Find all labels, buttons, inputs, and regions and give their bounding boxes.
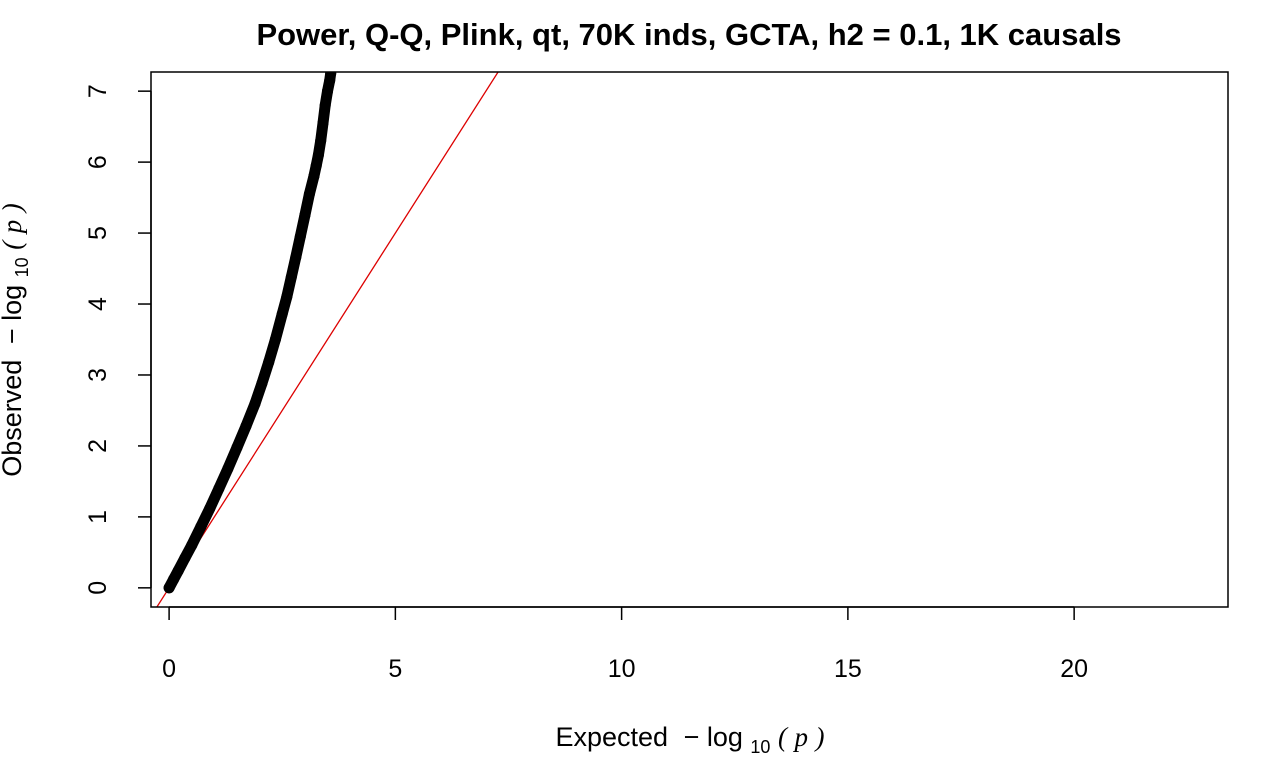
data-point bbox=[204, 502, 216, 514]
data-point bbox=[172, 565, 184, 577]
y-axis-label-var: p bbox=[0, 220, 27, 236]
data-point bbox=[315, 135, 327, 147]
data-point bbox=[322, 85, 333, 97]
y-tick-label: 1 bbox=[84, 510, 112, 524]
x-axis-label-log: log bbox=[707, 722, 743, 752]
data-point bbox=[308, 170, 320, 182]
data-point bbox=[294, 231, 306, 243]
data-point bbox=[317, 117, 329, 129]
reference-line bbox=[156, 72, 499, 607]
y-tick-label: 2 bbox=[84, 439, 112, 453]
plot-frame bbox=[150, 71, 1229, 608]
y-axis-label-prefix: Observed bbox=[0, 360, 27, 477]
data-point bbox=[281, 291, 293, 303]
data-point bbox=[303, 188, 315, 200]
points-layer bbox=[163, 72, 337, 594]
data-point bbox=[325, 72, 337, 79]
chart-title: Power, Q-Q, Plink, qt, 70K inds, GCTA, h… bbox=[256, 17, 1121, 52]
data-point bbox=[285, 271, 297, 283]
x-tick-label: 0 bbox=[162, 655, 176, 683]
y-axis: 0 1 2 3 4 5 6 7 bbox=[84, 84, 152, 595]
data-point bbox=[312, 149, 324, 161]
y-tick-label: 7 bbox=[84, 84, 112, 98]
y-axis-label: Observed − log 10 ( p ) bbox=[0, 203, 34, 477]
reference-line-layer bbox=[156, 72, 499, 607]
data-point bbox=[310, 160, 322, 172]
x-axis-label-close: ) bbox=[814, 722, 825, 752]
data-point bbox=[319, 99, 331, 111]
y-axis-label-close: ) bbox=[0, 203, 27, 214]
x-axis-label-minus: − bbox=[684, 722, 700, 752]
data-point bbox=[290, 251, 302, 263]
x-axis-label-var: p bbox=[792, 722, 808, 752]
y-tick-label: 0 bbox=[84, 581, 112, 595]
data-point bbox=[195, 521, 207, 533]
data-point bbox=[240, 420, 252, 432]
data-point bbox=[213, 483, 225, 494]
data-point bbox=[299, 209, 311, 221]
x-axis: 0 5 10 15 20 bbox=[162, 606, 1088, 683]
plot-area bbox=[150, 71, 1229, 608]
y-tick-label: 3 bbox=[84, 368, 112, 382]
x-axis-label-base: 10 bbox=[750, 737, 770, 757]
data-point bbox=[249, 397, 261, 409]
data-point bbox=[222, 463, 234, 475]
y-axis-label-log: log bbox=[0, 285, 27, 321]
data-point bbox=[168, 573, 180, 585]
data-point bbox=[256, 378, 268, 389]
y-axis-label-base: 10 bbox=[12, 257, 32, 277]
x-tick-label: 5 bbox=[388, 655, 402, 683]
y-tick-label: 5 bbox=[84, 226, 112, 240]
series-trace bbox=[163, 72, 337, 594]
x-tick-label: 10 bbox=[608, 655, 636, 683]
x-axis-label-open: ( bbox=[778, 722, 789, 752]
data-point bbox=[231, 441, 243, 453]
x-axis-label-prefix: Expected bbox=[555, 722, 668, 752]
data-point bbox=[179, 552, 191, 564]
y-tick-label: 6 bbox=[84, 155, 112, 169]
x-axis-label: Expected − log 10 ( p ) bbox=[555, 722, 824, 759]
data-point bbox=[186, 539, 198, 551]
y-axis-label-open: ( bbox=[0, 239, 27, 250]
data-point bbox=[276, 308, 288, 320]
x-tick-label: 15 bbox=[834, 655, 862, 683]
y-tick-label: 4 bbox=[84, 297, 112, 311]
x-tick-label: 20 bbox=[1060, 655, 1088, 683]
data-point bbox=[163, 582, 175, 594]
data-point bbox=[269, 334, 281, 345]
data-point bbox=[263, 356, 275, 368]
y-axis-label-minus: − bbox=[0, 328, 27, 344]
